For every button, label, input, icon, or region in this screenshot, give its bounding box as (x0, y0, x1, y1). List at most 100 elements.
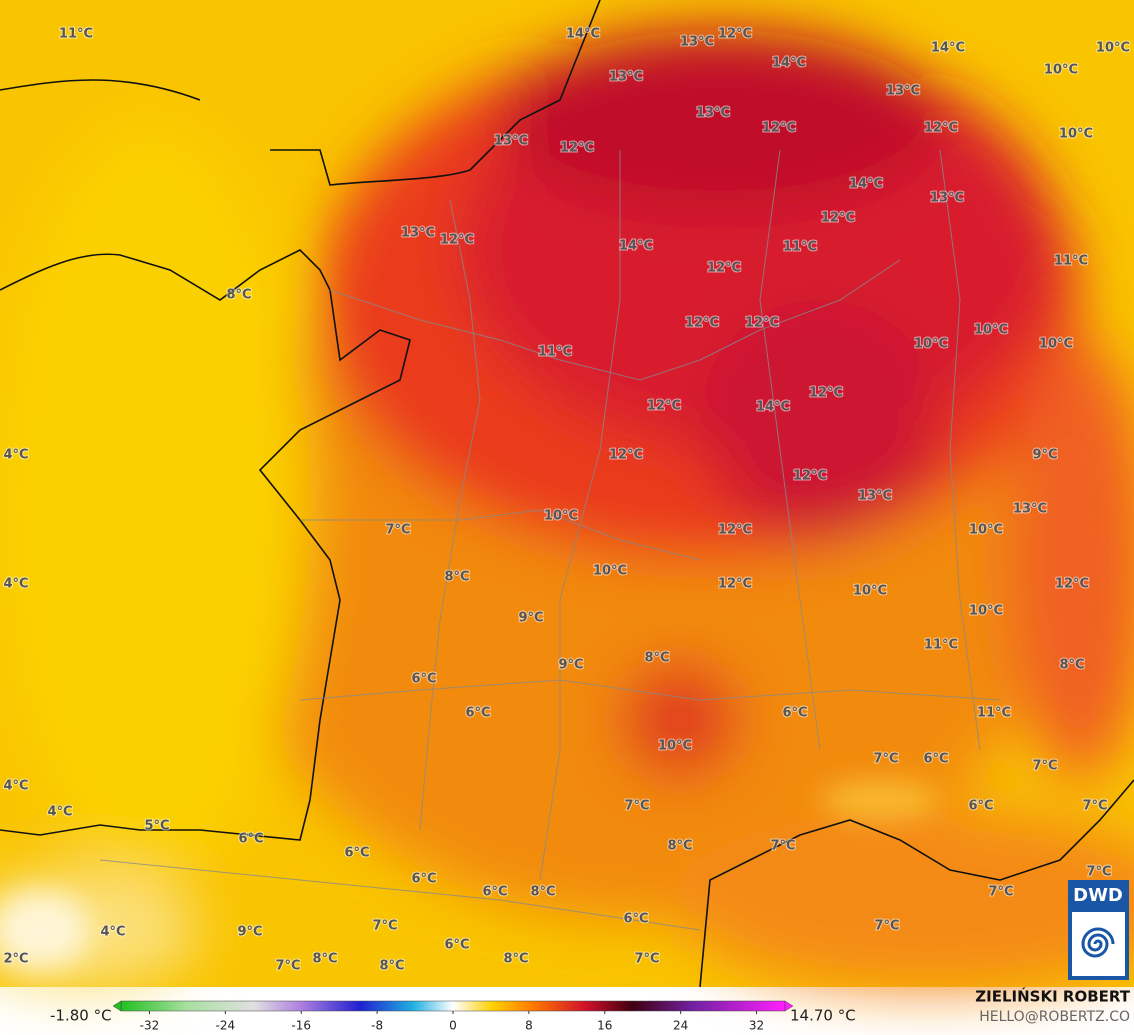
temperature-label: 7°C (372, 919, 397, 934)
temperature-label: 11°C (538, 345, 572, 360)
temperature-label: 11°C (977, 706, 1011, 721)
temperature-label: 7°C (874, 919, 899, 934)
colorbar-tick-label: 8 (525, 1019, 533, 1033)
colorbar-max-arrow (784, 1000, 794, 1012)
temperature-label: 13°C (696, 106, 730, 121)
colorbar-tick-label: -32 (140, 1019, 160, 1033)
temperature-label: 8°C (312, 952, 337, 967)
temperature-label: 9°C (1032, 448, 1057, 463)
temperature-label: 8°C (644, 651, 669, 666)
colorbar-tick-label: 0 (449, 1019, 457, 1033)
temperature-label: 10°C (969, 604, 1003, 619)
temperature-label: 8°C (530, 885, 555, 900)
temperature-label: 8°C (1059, 658, 1084, 673)
temperature-field (0, 30, 1134, 990)
temperature-label: 10°C (1059, 127, 1093, 142)
region-borders (99, 149, 1001, 931)
temperature-label: 13°C (858, 489, 892, 504)
colorbar (120, 1000, 786, 1012)
temperature-label: 11°C (59, 27, 93, 42)
temperature-label: 4°C (3, 448, 28, 463)
temperature-label: 12°C (745, 316, 779, 331)
temperature-label: 4°C (3, 577, 28, 592)
temperature-label: 13°C (494, 134, 528, 149)
temperature-label: 10°C (1039, 337, 1073, 352)
temperature-label: 13°C (1013, 502, 1047, 517)
temperature-label: 6°C (623, 912, 648, 927)
temperature-label: 10°C (658, 739, 692, 754)
email: HELLO@ROBERTZ.CO (979, 1009, 1130, 1025)
temperature-label: 12°C (1055, 577, 1089, 592)
temperature-label: 14°C (772, 56, 806, 71)
map (0, 0, 1134, 990)
colorbar-min-arrow (112, 1000, 122, 1012)
temperature-label: 10°C (969, 523, 1003, 538)
temperature-label: 2°C (3, 952, 28, 967)
temperature-label: 10°C (593, 564, 627, 579)
dwd-spiral (1081, 927, 1115, 958)
temperature-label: 4°C (47, 805, 72, 820)
temperature-label: 12°C (707, 261, 741, 276)
temperature-label: 12°C (718, 577, 752, 592)
temperature-label: 8°C (379, 959, 404, 974)
temperature-label: 8°C (667, 839, 692, 854)
temperature-label: 6°C (923, 752, 948, 767)
temperature-label: 12°C (793, 469, 827, 484)
temperature-label: 12°C (685, 316, 719, 331)
temperature-label: 12°C (609, 448, 643, 463)
temperature-label: 9°C (237, 925, 262, 940)
temperature-label: 13°C (886, 84, 920, 99)
temperature-label: 7°C (634, 952, 659, 967)
temperature-label: 6°C (238, 832, 263, 847)
temperature-label: 6°C (482, 885, 507, 900)
temperature-label: 10°C (914, 337, 948, 352)
temperature-label: 10°C (1044, 63, 1078, 78)
temperature-label: 14°C (931, 41, 965, 56)
temperature-label: 12°C (647, 399, 681, 414)
temperature-label: 10°C (1096, 41, 1130, 56)
temperature-label: 12°C (560, 141, 594, 156)
coastline (0, 0, 1134, 988)
colorbar-tick-label: 24 (673, 1019, 688, 1033)
temperature-label: 6°C (465, 706, 490, 721)
temperature-label: 7°C (385, 523, 410, 538)
temperature-label: 14°C (566, 27, 600, 42)
temperature-label: 13°C (930, 191, 964, 206)
temperature-label: 11°C (1054, 254, 1088, 269)
temperature-label: 4°C (3, 779, 28, 794)
temperature-label: 11°C (924, 638, 958, 653)
temperature-label: 7°C (1032, 759, 1057, 774)
temperature-label: 14°C (619, 239, 653, 254)
temperature-label: 12°C (924, 121, 958, 136)
temperature-label: 12°C (821, 211, 855, 226)
temperature-label: 10°C (974, 323, 1008, 338)
temperature-label: 9°C (558, 658, 583, 673)
temperature-label: 6°C (344, 846, 369, 861)
temperature-label: 7°C (275, 959, 300, 974)
colorbar-tick-label: -16 (291, 1019, 311, 1033)
colorbar-tick-label: -24 (216, 1019, 236, 1033)
temperature-label: 12°C (718, 523, 752, 538)
temperature-label: 10°C (853, 584, 887, 599)
dwd-logo-text: DWD (1073, 885, 1123, 906)
temperature-label: 9°C (518, 611, 543, 626)
temperature-label: 5°C (144, 819, 169, 834)
temperature-label: 13°C (609, 70, 643, 85)
temperature-label: 14°C (756, 400, 790, 415)
colorbar-tick-label: -8 (371, 1019, 383, 1033)
colorbar-tick-label: 16 (597, 1019, 612, 1033)
temperature-label: 6°C (968, 799, 993, 814)
temperature-label: 7°C (873, 752, 898, 767)
temperature-label: 7°C (1082, 799, 1107, 814)
temperature-label: 13°C (401, 226, 435, 241)
temperature-label: 12°C (718, 27, 752, 42)
author: ZIELIŃSKI ROBERT (975, 987, 1130, 1006)
temperature-label: 7°C (1086, 865, 1111, 880)
temperature-label: 7°C (624, 799, 649, 814)
temperature-label: 10°C (544, 509, 578, 524)
temperature-label: 7°C (988, 885, 1013, 900)
temperature-label: 8°C (444, 570, 469, 585)
temperature-label: 6°C (444, 938, 469, 953)
temperature-label: 14°C (849, 177, 883, 192)
temperature-label: 8°C (503, 952, 528, 967)
